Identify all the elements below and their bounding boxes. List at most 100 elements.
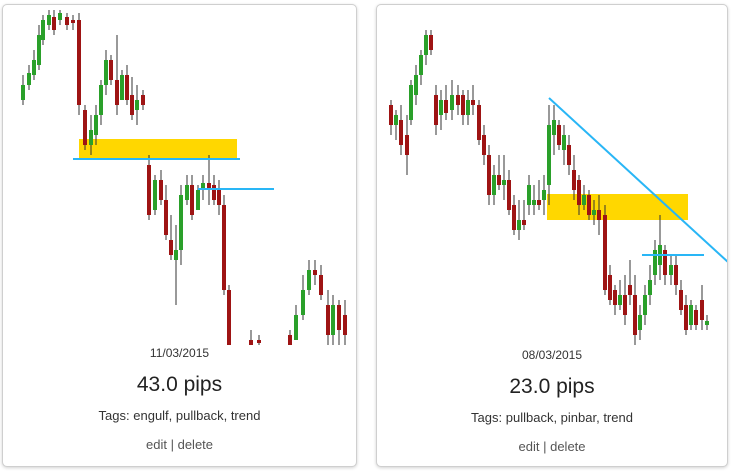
candle-body (77, 20, 81, 105)
candle-body (527, 185, 531, 205)
candle-body (21, 85, 25, 100)
chart-thumbnail[interactable] (377, 5, 728, 350)
candle-body (679, 290, 683, 310)
candle-body (409, 85, 413, 120)
tags-label: Tags: (471, 410, 503, 425)
candle-body (507, 180, 511, 210)
candle-body (562, 135, 566, 150)
action-separator: | (543, 439, 547, 454)
candle-body (257, 340, 261, 343)
candle-body (552, 120, 556, 135)
candle-body (705, 321, 709, 325)
tags-list: pullback, pinbar, trend (505, 410, 633, 425)
candle-body (522, 220, 526, 225)
candle-body (58, 13, 62, 20)
candle-body (434, 95, 438, 125)
candle-body (27, 73, 31, 85)
pips-result: 23.0 pips (509, 375, 595, 398)
candle-body (294, 315, 298, 340)
candle-body (135, 100, 139, 110)
candle-body (643, 295, 647, 315)
candle-body (414, 75, 418, 95)
candle-body (130, 95, 134, 115)
candle-body (439, 100, 443, 115)
candle-body (337, 305, 341, 330)
candle-body (405, 135, 409, 155)
supply-zone (79, 139, 237, 159)
card-actions: edit | delete (3, 437, 356, 452)
candle-body (201, 183, 205, 190)
candle-body (618, 295, 622, 305)
candle-body (389, 105, 393, 125)
candle-body (104, 60, 108, 85)
trendline (548, 97, 727, 263)
candle-body (32, 60, 36, 75)
candle-body (456, 95, 460, 105)
delete-link[interactable]: delete (550, 439, 586, 454)
candle-body (419, 55, 423, 75)
candle-body (557, 125, 561, 145)
candle-body (71, 20, 75, 23)
candle-body (301, 290, 305, 315)
candle-body (288, 335, 292, 345)
candle-body (65, 17, 69, 25)
candle-body (89, 130, 93, 145)
candle-body (109, 60, 113, 80)
candle-body (542, 190, 546, 200)
candle-body (343, 315, 347, 335)
candle-body (394, 115, 398, 125)
candle-body (227, 290, 231, 345)
candle-body (482, 135, 486, 155)
candle-body (41, 20, 45, 40)
candle-body (638, 315, 642, 330)
candle-body (185, 185, 189, 200)
candle-body (212, 185, 216, 200)
candle-body (487, 155, 491, 195)
candle-body (684, 305, 688, 330)
candle-body (115, 80, 119, 105)
candle-body (331, 305, 335, 335)
candle-body (608, 275, 612, 300)
edit-link[interactable]: edit (518, 439, 540, 454)
candle-body (147, 165, 151, 215)
candle-body (547, 125, 551, 185)
candle-body (577, 180, 581, 205)
action-separator: | (170, 437, 174, 452)
edit-link[interactable]: edit (145, 437, 167, 452)
card-actions: edit | delete (377, 439, 727, 454)
candle-body (164, 200, 168, 235)
candle-body (319, 275, 323, 295)
tags-line: Tags: pullback, pinbar, trend (377, 410, 727, 425)
candle-body (471, 100, 475, 105)
candle-body (648, 280, 652, 295)
candle-body (37, 35, 41, 65)
candle-body (653, 250, 657, 275)
trade-card-2: 08/03/2015 23.0 pips Tags: pullback, pin… (376, 4, 728, 467)
candle-body (592, 210, 596, 215)
candle-body (52, 17, 56, 30)
pips-result: 43.0 pips (136, 373, 223, 396)
candle-body (603, 215, 607, 290)
candle-body (120, 75, 124, 100)
candle-body (159, 180, 163, 200)
candle-body (567, 145, 571, 165)
candle-body (502, 180, 506, 185)
candle-body (99, 85, 103, 115)
candle-body (694, 310, 698, 325)
chart-thumbnail[interactable] (3, 5, 357, 345)
candle-body (222, 205, 226, 290)
candle-body (153, 180, 157, 210)
candle-body (689, 305, 693, 325)
candle-body (179, 195, 183, 250)
candle-body (492, 175, 496, 195)
tags-list: engulf, pullback, trend (133, 408, 261, 423)
candle-body (429, 35, 433, 50)
candle-body (663, 250, 667, 275)
candle-body (512, 205, 516, 230)
candle-body (217, 190, 221, 205)
candle-body (174, 250, 178, 260)
tags-line: Tags: engulf, pullback, trend (3, 408, 356, 423)
candle-body (582, 195, 586, 205)
candle-body (466, 100, 470, 115)
delete-link[interactable]: delete (177, 437, 214, 452)
